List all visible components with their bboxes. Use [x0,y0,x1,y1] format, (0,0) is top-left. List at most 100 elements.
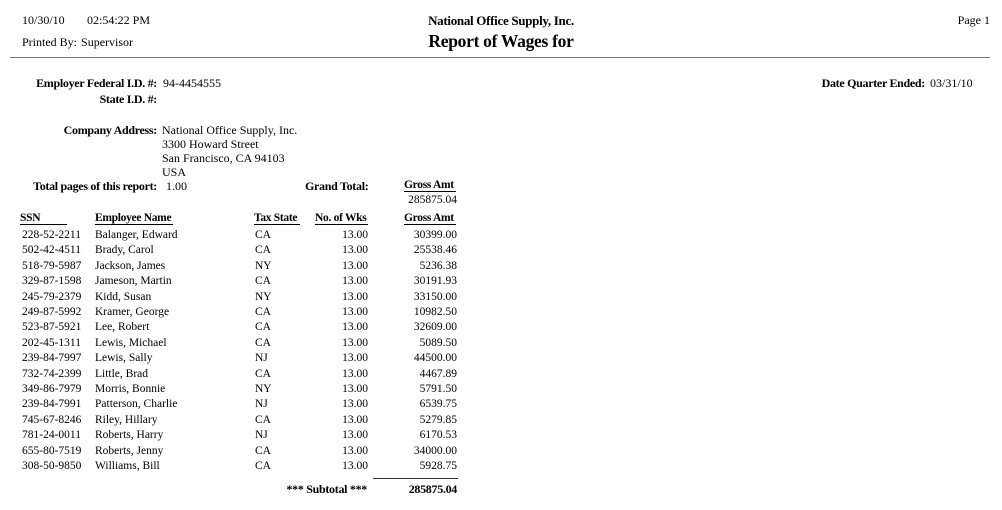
employee-name-cell: Jackson, James [95,259,166,272]
print-date: 10/30/10 [22,13,65,27]
table-row: 228-52-2211 Balanger, Edward CA 13.00 30… [0,229,1002,244]
weeks-cell: 13.00 [342,367,368,380]
gross-amt-cell: 33150.00 [413,290,457,303]
company-name-heading: National Office Supply, Inc. [428,13,574,28]
company-address-line: 3300 Howard Street [162,137,259,151]
quarter-ended-value: 03/31/10 [930,76,973,90]
tax-state-cell: CA [255,321,271,334]
weeks-cell: 13.00 [342,429,368,442]
column-header-tax-state: Tax State [254,212,300,225]
weeks-cell: 13.00 [342,290,368,303]
tax-state-cell: NY [255,383,272,395]
tax-state-cell: CA [255,413,271,426]
company-address-line: National Office Supply, Inc. [162,123,298,137]
gross-amt-cell: 5089.50 [419,336,457,349]
gross-amt-cell: 6170.53 [419,429,457,442]
column-header-ssn: SSN [20,212,67,225]
grand-total-value: 285875.04 [408,194,457,206]
tax-state-cell: NY [255,259,272,272]
employee-name-cell: Roberts, Jenny [95,444,164,457]
subtotal-value: 285875.04 [408,482,458,496]
employee-name-cell: Lee, Robert [95,321,150,334]
gross-amt-cell: 4467.89 [419,367,457,380]
weeks-cell: 13.00 [342,275,368,288]
table-row: 655-80-7519 Roberts, Jenny CA 13.00 3400… [0,445,1002,460]
weeks-cell: 13.00 [342,460,368,472]
ssn-cell: 239-84-7997 [22,352,82,365]
tax-state-cell: NJ [255,429,268,442]
page-number: Page 1 [957,13,990,27]
gross-amt-cell: 44500.00 [413,352,457,365]
table-row: 249-87-5992 Kramer, George CA 13.00 1098… [0,306,1002,321]
employee-name-cell: Little, Brad [95,367,149,380]
table-row: 732-74-2399 Little, Brad CA 13.00 4467.8… [0,368,1002,383]
weeks-cell: 13.00 [342,383,368,395]
quarter-ended-label: Date Quarter Ended: [821,76,926,90]
table-row: 202-45-1311 Lewis, Michael CA 13.00 5089… [0,337,1002,352]
employee-name-cell: Kidd, Susan [95,290,152,303]
ssn-cell: 523-87-5921 [22,321,82,334]
ssn-cell: 502-42-4511 [22,244,81,257]
company-address-line: USA [162,165,187,179]
ssn-cell: 655-80-7519 [22,444,82,457]
total-pages-label: Total pages of this report: [33,179,157,193]
tax-state-cell: NJ [255,398,268,411]
weeks-cell: 13.00 [342,398,368,411]
table-row: 239-84-7991 Patterson, Charlie NJ 13.00 … [0,398,1002,413]
employee-name-cell: Brady, Carol [95,244,154,257]
column-header-weeks: No. of Wks [315,212,368,225]
table-row: 523-87-5921 Lee, Robert CA 13.00 32609.0… [0,321,1002,336]
ssn-cell: 518-79-5987 [22,259,82,272]
table-row: 502-42-4511 Brady, Carol CA 13.00 25538.… [0,244,1002,259]
company-address-line: San Francisco, CA 94103 [162,151,285,165]
printed-by-line: Printed By: Supervisor [22,35,133,50]
gross-amt-cell: 25538.46 [413,244,457,257]
weeks-cell: 13.00 [342,244,368,257]
table-row: 239-84-7997 Lewis, Sally NJ 13.00 44500.… [0,352,1002,367]
ssn-cell: 228-52-2211 [22,229,81,241]
employee-name-cell: Patterson, Charlie [95,398,178,411]
weeks-cell: 13.00 [342,352,368,365]
weeks-cell: 13.00 [342,444,368,457]
employee-name-cell: Balanger, Edward [95,229,178,241]
table-row: 781-24-0011 Roberts, Harry NJ 13.00 6170… [0,429,1002,444]
weeks-cell: 13.00 [342,336,368,349]
grand-total-label: Grand Total: [305,179,369,193]
federal-id-value: 94-4454555 [163,76,221,90]
column-header-gross-amt: Gross Amt [404,212,456,225]
grand-total-gross-amt-header: Gross Amt [404,179,456,192]
tax-state-cell: CA [255,275,271,288]
table-row: 349-86-7979 Morris, Bonnie NY 13.00 5791… [0,383,1002,398]
tax-state-cell: CA [255,336,271,349]
company-address-label: Company Address: [63,123,158,137]
tax-state-cell: CA [255,229,271,241]
ssn-cell: 781-24-0011 [22,429,81,442]
employee-name-cell: Riley, Hillary [95,413,158,426]
employee-name-cell: Kramer, George [95,306,170,318]
gross-amt-cell: 6539.75 [419,398,457,411]
tax-state-cell: NY [255,290,272,303]
gross-amt-cell: 5279.85 [419,413,457,426]
tax-state-cell: CA [255,460,271,472]
print-time: 02:54:22 PM [87,13,151,27]
tax-state-cell: CA [255,444,271,457]
gross-amt-cell: 5791.50 [419,383,457,395]
weeks-cell: 13.00 [342,306,368,318]
weeks-cell: 13.00 [342,259,368,272]
total-pages-value: 1.00 [166,179,187,193]
tax-state-cell: NJ [255,352,268,365]
gross-amt-cell: 5928.75 [419,460,457,472]
tax-state-cell: CA [255,306,271,318]
employee-name-cell: Williams, Bill [95,460,160,472]
table-row: 308-50-9850 Williams, Bill CA 13.00 5928… [0,460,1002,475]
report-title: Report of Wages for [428,31,574,51]
gross-amt-cell: 5236.38 [419,259,457,272]
table-row: 745-67-8246 Riley, Hillary CA 13.00 5279… [0,414,1002,429]
federal-id-label: Employer Federal I.D. #: [36,76,157,90]
ssn-cell: 245-79-2379 [22,290,82,303]
tax-state-cell: CA [255,367,271,380]
employee-name-cell: Roberts, Harry [95,429,164,442]
ssn-cell: 202-45-1311 [22,336,81,349]
ssn-cell: 308-50-9850 [22,460,82,472]
